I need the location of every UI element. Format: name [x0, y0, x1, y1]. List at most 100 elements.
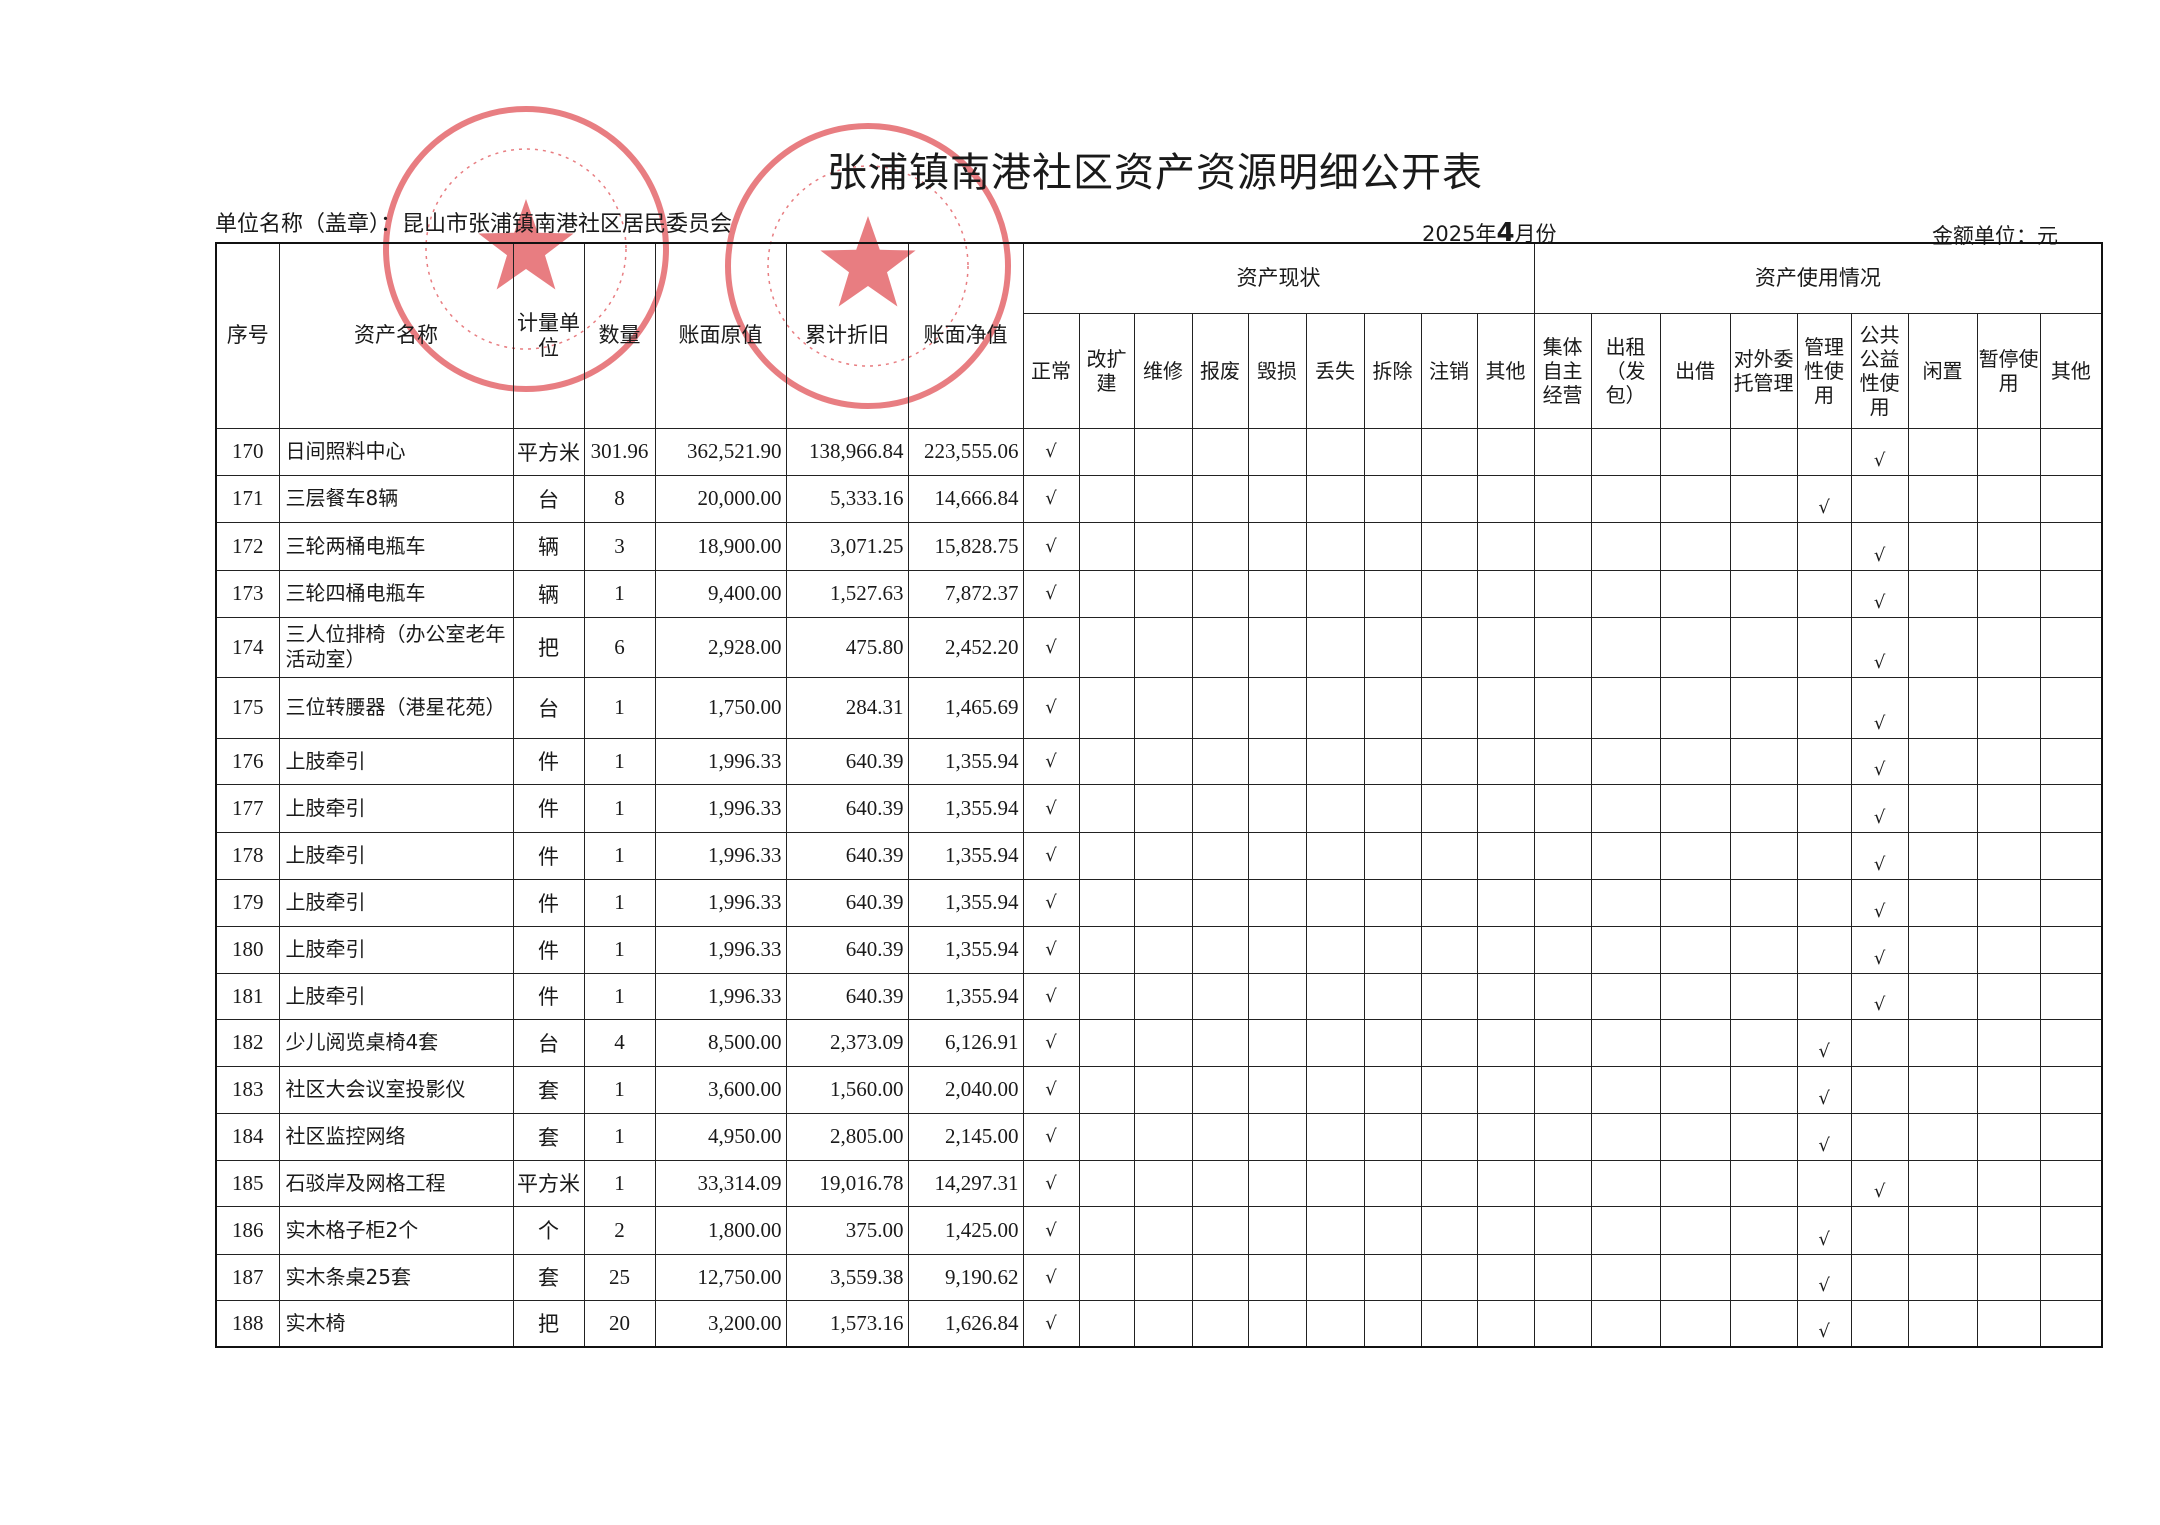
cell-depreciation: 138,966.84	[785, 427, 909, 476]
cell-usage-8	[2039, 1253, 2103, 1301]
cell-usage-3	[1729, 616, 1798, 678]
cell-status-4	[1247, 569, 1307, 618]
header-usage-5: 公共公益性使用	[1850, 312, 1909, 429]
cell-usage-3	[1729, 783, 1798, 833]
cell-status-0: √	[1022, 925, 1080, 974]
cell-usage-4: √	[1796, 1018, 1852, 1067]
cell-seq: 181	[215, 972, 280, 1020]
cell-usage-4	[1796, 878, 1852, 927]
cell-status-3	[1191, 878, 1249, 927]
cell-usage-1	[1590, 521, 1661, 571]
cell-status-0: √	[1022, 1299, 1080, 1348]
cell-status-2	[1133, 831, 1193, 880]
cell-depreciation: 1,573.16	[785, 1299, 909, 1348]
cell-status-1	[1078, 737, 1135, 785]
cell-usage-7	[1976, 676, 2041, 739]
cell-name: 三人位排椅（办公室老年活动室）	[278, 616, 514, 678]
cell-usage-6	[1907, 1112, 1978, 1161]
cell-usage-5: √	[1850, 569, 1909, 618]
cell-status-8	[1476, 1112, 1535, 1161]
cell-status-7	[1420, 616, 1478, 678]
cell-status-4	[1247, 521, 1307, 571]
cell-usage-8	[2039, 676, 2103, 739]
cell-name: 上肢牵引	[278, 831, 514, 880]
cell-seq: 175	[215, 676, 280, 739]
cell-name: 上肢牵引	[278, 737, 514, 785]
cell-usage-6	[1907, 737, 1978, 785]
cell-usage-8	[2039, 1018, 2103, 1067]
cell-usage-1	[1590, 972, 1661, 1020]
cell-status-0: √	[1022, 1065, 1080, 1114]
cell-status-7	[1420, 427, 1478, 476]
cell-status-7	[1420, 831, 1478, 880]
cell-original: 8,500.00	[654, 1018, 787, 1067]
cell-usage-3	[1729, 1299, 1798, 1348]
cell-status-6	[1363, 616, 1422, 678]
cell-status-0: √	[1022, 972, 1080, 1020]
cell-name: 三层餐车8辆	[278, 474, 514, 523]
cell-usage-5: √	[1850, 676, 1909, 739]
cell-usage-7	[1976, 616, 2041, 678]
cell-qty: 1	[583, 569, 656, 618]
header-status-group: 资产现状	[1022, 242, 1535, 314]
cell-unit: 件	[512, 783, 585, 833]
cell-net: 6,126.91	[907, 1018, 1024, 1067]
header-depreciation: 累计折旧	[785, 242, 909, 429]
cell-status-1	[1078, 1299, 1135, 1348]
cell-status-6	[1363, 878, 1422, 927]
header-status-3: 报废	[1191, 312, 1249, 429]
cell-depreciation: 640.39	[785, 737, 909, 785]
cell-status-1	[1078, 427, 1135, 476]
cell-usage-5: √	[1850, 783, 1909, 833]
cell-usage-3	[1729, 925, 1798, 974]
cell-usage-7	[1976, 1018, 2041, 1067]
cell-status-8	[1476, 1065, 1535, 1114]
cell-status-7	[1420, 521, 1478, 571]
cell-usage-5: √	[1850, 737, 1909, 785]
cell-status-6	[1363, 569, 1422, 618]
header-status-7: 注销	[1420, 312, 1478, 429]
cell-status-3	[1191, 569, 1249, 618]
header-status-8: 其他	[1476, 312, 1535, 429]
cell-qty: 6	[583, 616, 656, 678]
cell-usage-3	[1729, 427, 1798, 476]
cell-status-0: √	[1022, 474, 1080, 523]
table-row: 175 三位转腰器（港星花苑）台 1 1,750.00 284.31 1,465.69 √ √	[215, 676, 2103, 739]
cell-name: 社区监控网络	[278, 1112, 514, 1161]
cell-status-2	[1133, 676, 1193, 739]
cell-usage-5	[1850, 474, 1909, 523]
cell-unit: 平方米	[512, 427, 585, 476]
cell-status-6	[1363, 1253, 1422, 1301]
cell-status-6	[1363, 1299, 1422, 1348]
cell-usage-4	[1796, 569, 1852, 618]
cell-net: 2,040.00	[907, 1065, 1024, 1114]
cell-usage-8	[2039, 569, 2103, 618]
cell-usage-5: √	[1850, 1159, 1909, 1207]
cell-status-4	[1247, 676, 1307, 739]
cell-usage-5: √	[1850, 925, 1909, 974]
cell-usage-7	[1976, 1299, 2041, 1348]
table-row: 177 上肢牵引件 1 1,996.33 640.39 1,355.94 √ √	[215, 783, 2103, 833]
cell-qty: 1	[583, 1159, 656, 1207]
cell-status-5	[1305, 878, 1365, 927]
cell-usage-4	[1796, 972, 1852, 1020]
cell-usage-4: √	[1796, 1205, 1852, 1255]
cell-status-8	[1476, 737, 1535, 785]
cell-qty: 4	[583, 1018, 656, 1067]
cell-usage-3	[1729, 831, 1798, 880]
header-status-4: 毁损	[1247, 312, 1307, 429]
cell-status-4	[1247, 1018, 1307, 1067]
cell-usage-1	[1590, 474, 1661, 523]
cell-usage-7	[1976, 1253, 2041, 1301]
cell-usage-0	[1533, 1159, 1592, 1207]
cell-usage-1	[1590, 831, 1661, 880]
cell-net: 14,297.31	[907, 1159, 1024, 1207]
cell-seq: 170	[215, 427, 280, 476]
table-row: 172 三轮两桶电瓶车辆 3 18,900.00 3,071.25 15,828.75 √ √	[215, 521, 2103, 571]
cell-usage-6	[1907, 1159, 1978, 1207]
cell-usage-5: √	[1850, 831, 1909, 880]
header-unit: 计量单位	[512, 242, 585, 429]
cell-usage-1	[1590, 1112, 1661, 1161]
cell-usage-5: √	[1850, 616, 1909, 678]
cell-status-8	[1476, 878, 1535, 927]
